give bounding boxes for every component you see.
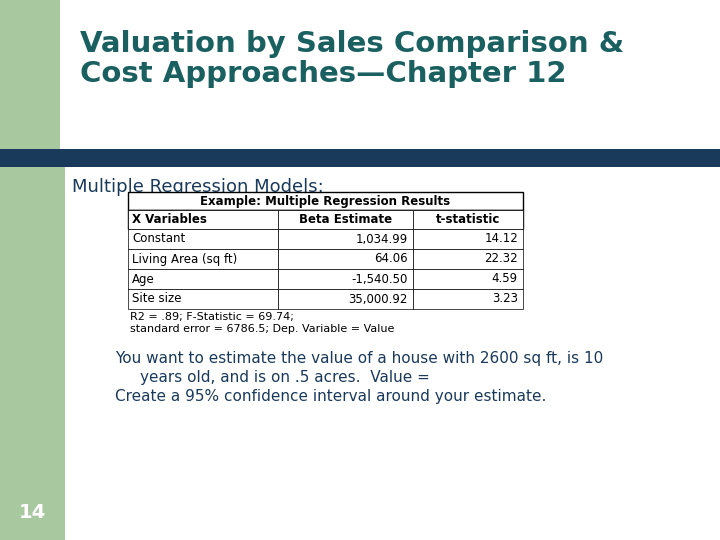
Text: 4.59: 4.59 bbox=[492, 273, 518, 286]
Text: Example: Multiple Regression Results: Example: Multiple Regression Results bbox=[200, 194, 451, 207]
Text: -1,540.50: -1,540.50 bbox=[351, 273, 408, 286]
Text: Multiple Regression Models:: Multiple Regression Models: bbox=[72, 178, 324, 196]
Text: 3.23: 3.23 bbox=[492, 293, 518, 306]
Text: Age: Age bbox=[132, 273, 155, 286]
Bar bbox=[278, 229, 413, 249]
Text: R2 = .89; F-Statistic = 69.74;: R2 = .89; F-Statistic = 69.74; bbox=[130, 312, 294, 322]
Text: 14.12: 14.12 bbox=[485, 233, 518, 246]
Text: years old, and is on .5 acres.  Value =: years old, and is on .5 acres. Value = bbox=[140, 370, 430, 385]
Text: Valuation by Sales Comparison &: Valuation by Sales Comparison & bbox=[80, 30, 624, 58]
Bar bbox=[413, 229, 523, 249]
Bar bbox=[278, 269, 413, 289]
Text: You want to estimate the value of a house with 2600 sq ft, is 10: You want to estimate the value of a hous… bbox=[115, 351, 603, 366]
Bar bbox=[0, 149, 720, 167]
Text: Constant: Constant bbox=[132, 233, 185, 246]
Bar bbox=[128, 249, 278, 269]
Text: X Variables: X Variables bbox=[132, 213, 207, 226]
Bar bbox=[65, 0, 300, 150]
Bar bbox=[278, 289, 413, 309]
Bar bbox=[128, 229, 278, 249]
Text: 35,000.92: 35,000.92 bbox=[348, 293, 408, 306]
Bar bbox=[278, 210, 413, 229]
Text: Beta Estimate: Beta Estimate bbox=[299, 213, 392, 226]
Text: 64.06: 64.06 bbox=[374, 253, 408, 266]
Text: standard error = 6786.5; Dep. Variable = Value: standard error = 6786.5; Dep. Variable =… bbox=[130, 324, 395, 334]
Bar bbox=[278, 249, 413, 269]
Bar bbox=[413, 249, 523, 269]
Bar bbox=[128, 210, 278, 229]
Bar bbox=[413, 210, 523, 229]
Bar bbox=[128, 210, 523, 229]
Text: t-statistic: t-statistic bbox=[436, 213, 500, 226]
Text: Living Area (sq ft): Living Area (sq ft) bbox=[132, 253, 238, 266]
FancyBboxPatch shape bbox=[60, 0, 711, 163]
Text: Cost Approaches—Chapter 12: Cost Approaches—Chapter 12 bbox=[80, 60, 567, 88]
Bar bbox=[0, 0, 65, 540]
Bar bbox=[413, 269, 523, 289]
Bar bbox=[128, 269, 278, 289]
Text: 14: 14 bbox=[19, 503, 45, 522]
Text: 1,034.99: 1,034.99 bbox=[356, 233, 408, 246]
Bar bbox=[128, 192, 523, 210]
Bar bbox=[128, 289, 278, 309]
Text: Create a 95% confidence interval around your estimate.: Create a 95% confidence interval around … bbox=[115, 389, 546, 404]
Text: 22.32: 22.32 bbox=[485, 253, 518, 266]
Text: Site size: Site size bbox=[132, 293, 181, 306]
Bar bbox=[413, 289, 523, 309]
